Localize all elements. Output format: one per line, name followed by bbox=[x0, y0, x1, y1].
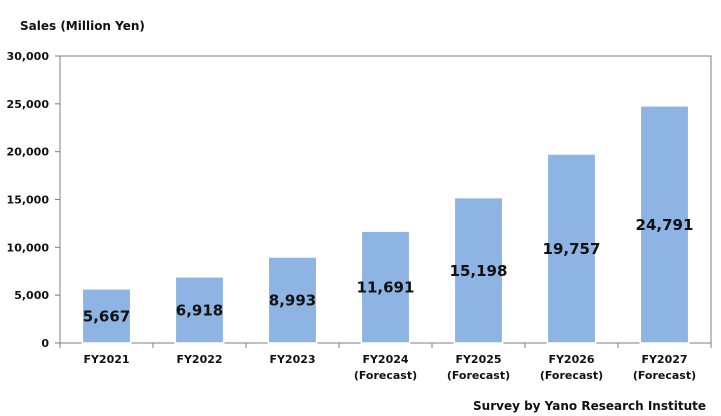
y-tick-label: 5,000 bbox=[14, 289, 49, 302]
y-tick-label: 10,000 bbox=[7, 241, 50, 254]
source-note: Survey by Yano Research Institute bbox=[473, 399, 706, 413]
bar bbox=[360, 230, 411, 344]
bar bbox=[453, 196, 504, 344]
y-tick-label: 30,000 bbox=[7, 50, 50, 63]
category-label: (Forecast) bbox=[447, 369, 510, 382]
y-axis-label: Sales (Million Yen) bbox=[20, 19, 145, 33]
y-tick-label: 25,000 bbox=[7, 98, 50, 111]
category-label: (Forecast) bbox=[354, 369, 417, 382]
bar bbox=[81, 288, 132, 344]
bar bbox=[546, 153, 597, 344]
data-label: 19,757 bbox=[543, 240, 601, 258]
category-label: FY2022 bbox=[176, 353, 222, 366]
category-label: FY2027 bbox=[641, 353, 687, 366]
y-tick-label: 15,000 bbox=[7, 194, 50, 207]
data-label: 5,667 bbox=[83, 307, 130, 325]
y-tick-label: 0 bbox=[41, 337, 49, 350]
category-label: (Forecast) bbox=[633, 369, 696, 382]
data-label: 11,691 bbox=[357, 279, 415, 297]
category-label: FY2021 bbox=[83, 353, 129, 366]
category-label: FY2023 bbox=[269, 353, 315, 366]
bar bbox=[639, 105, 690, 344]
category-label: (Forecast) bbox=[540, 369, 603, 382]
data-label: 6,918 bbox=[176, 301, 223, 319]
data-label: 15,198 bbox=[450, 262, 508, 280]
bar bbox=[174, 276, 225, 344]
data-label: 8,993 bbox=[269, 291, 316, 309]
category-label: FY2024 bbox=[362, 353, 408, 366]
data-label: 24,791 bbox=[636, 216, 694, 234]
category-label: FY2025 bbox=[455, 353, 501, 366]
bar bbox=[267, 256, 318, 344]
y-tick-label: 20,000 bbox=[7, 146, 50, 159]
category-label: FY2026 bbox=[548, 353, 594, 366]
